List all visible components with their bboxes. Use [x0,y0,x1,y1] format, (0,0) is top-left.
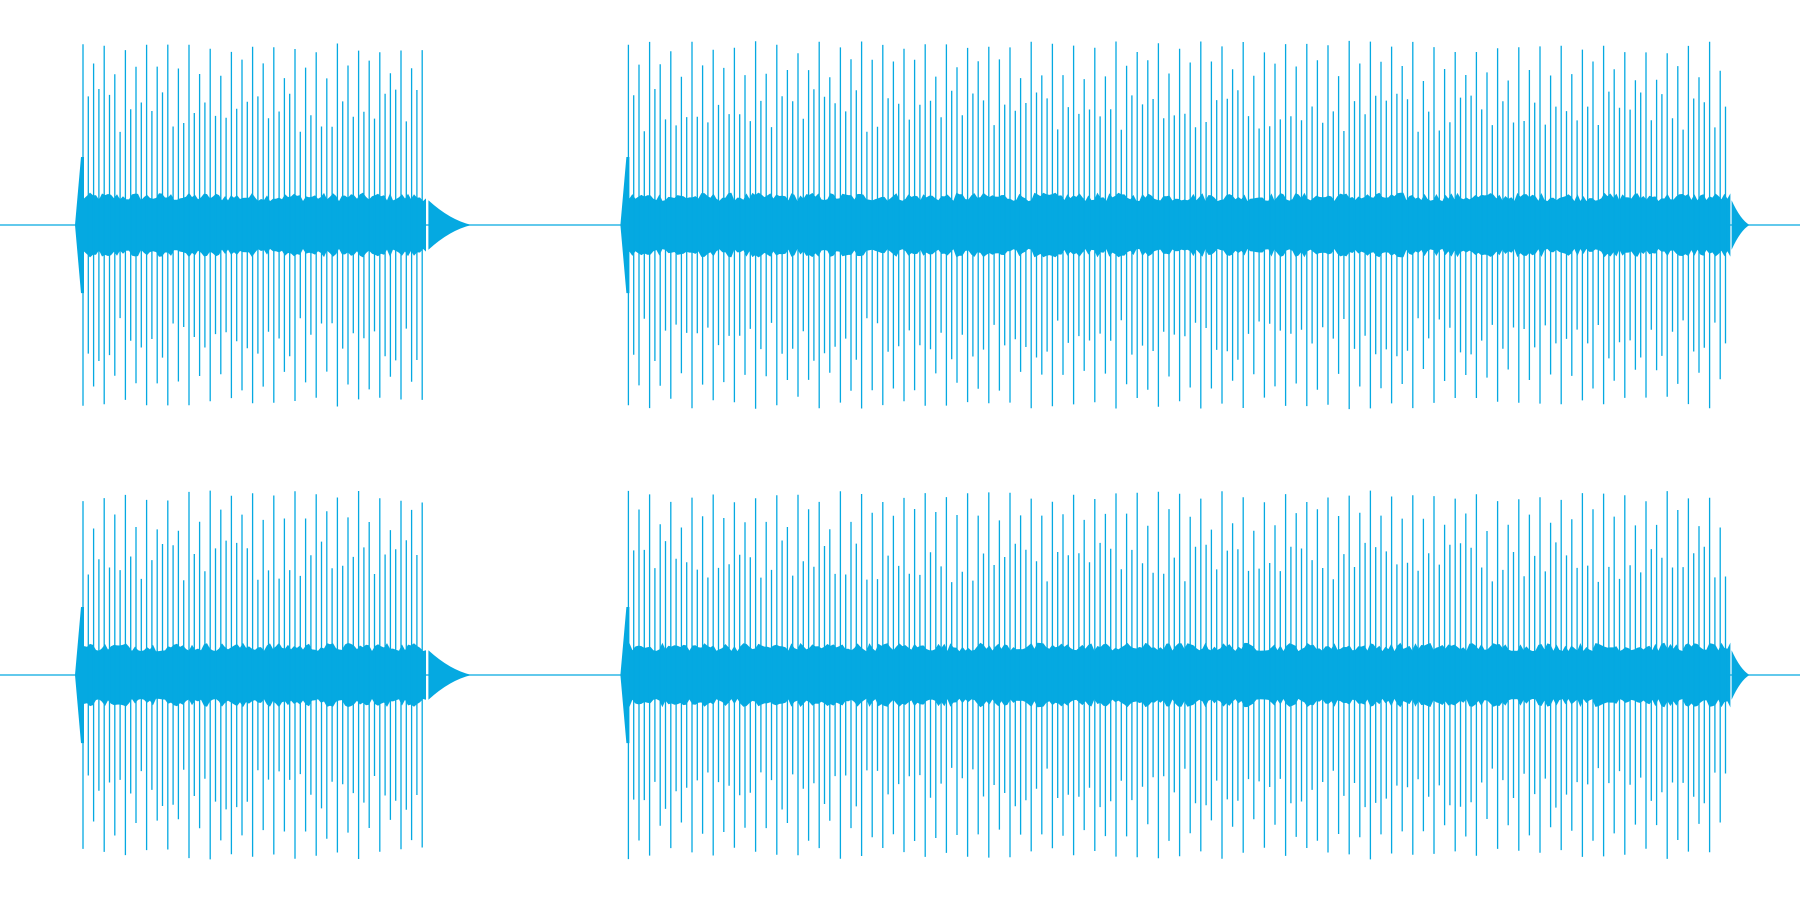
waveform-onset [75,606,84,744]
waveform-segment-1 [75,490,472,860]
waveform-segment-1 [75,43,472,407]
waveform-body [626,642,1731,708]
waveform-body [626,192,1731,258]
waveform-onset [620,606,630,744]
waveform-channel-2 [0,490,1800,860]
waveform-onset [75,156,84,294]
waveform-channel-1 [0,40,1800,410]
waveform-onset [620,156,630,294]
waveform-tail [428,200,472,250]
waveform-tail [1731,650,1750,700]
waveform-tail [1731,200,1750,250]
waveform-tail [428,650,472,700]
waveform-segment-2 [620,40,1750,410]
waveform-segment-2 [620,490,1750,860]
